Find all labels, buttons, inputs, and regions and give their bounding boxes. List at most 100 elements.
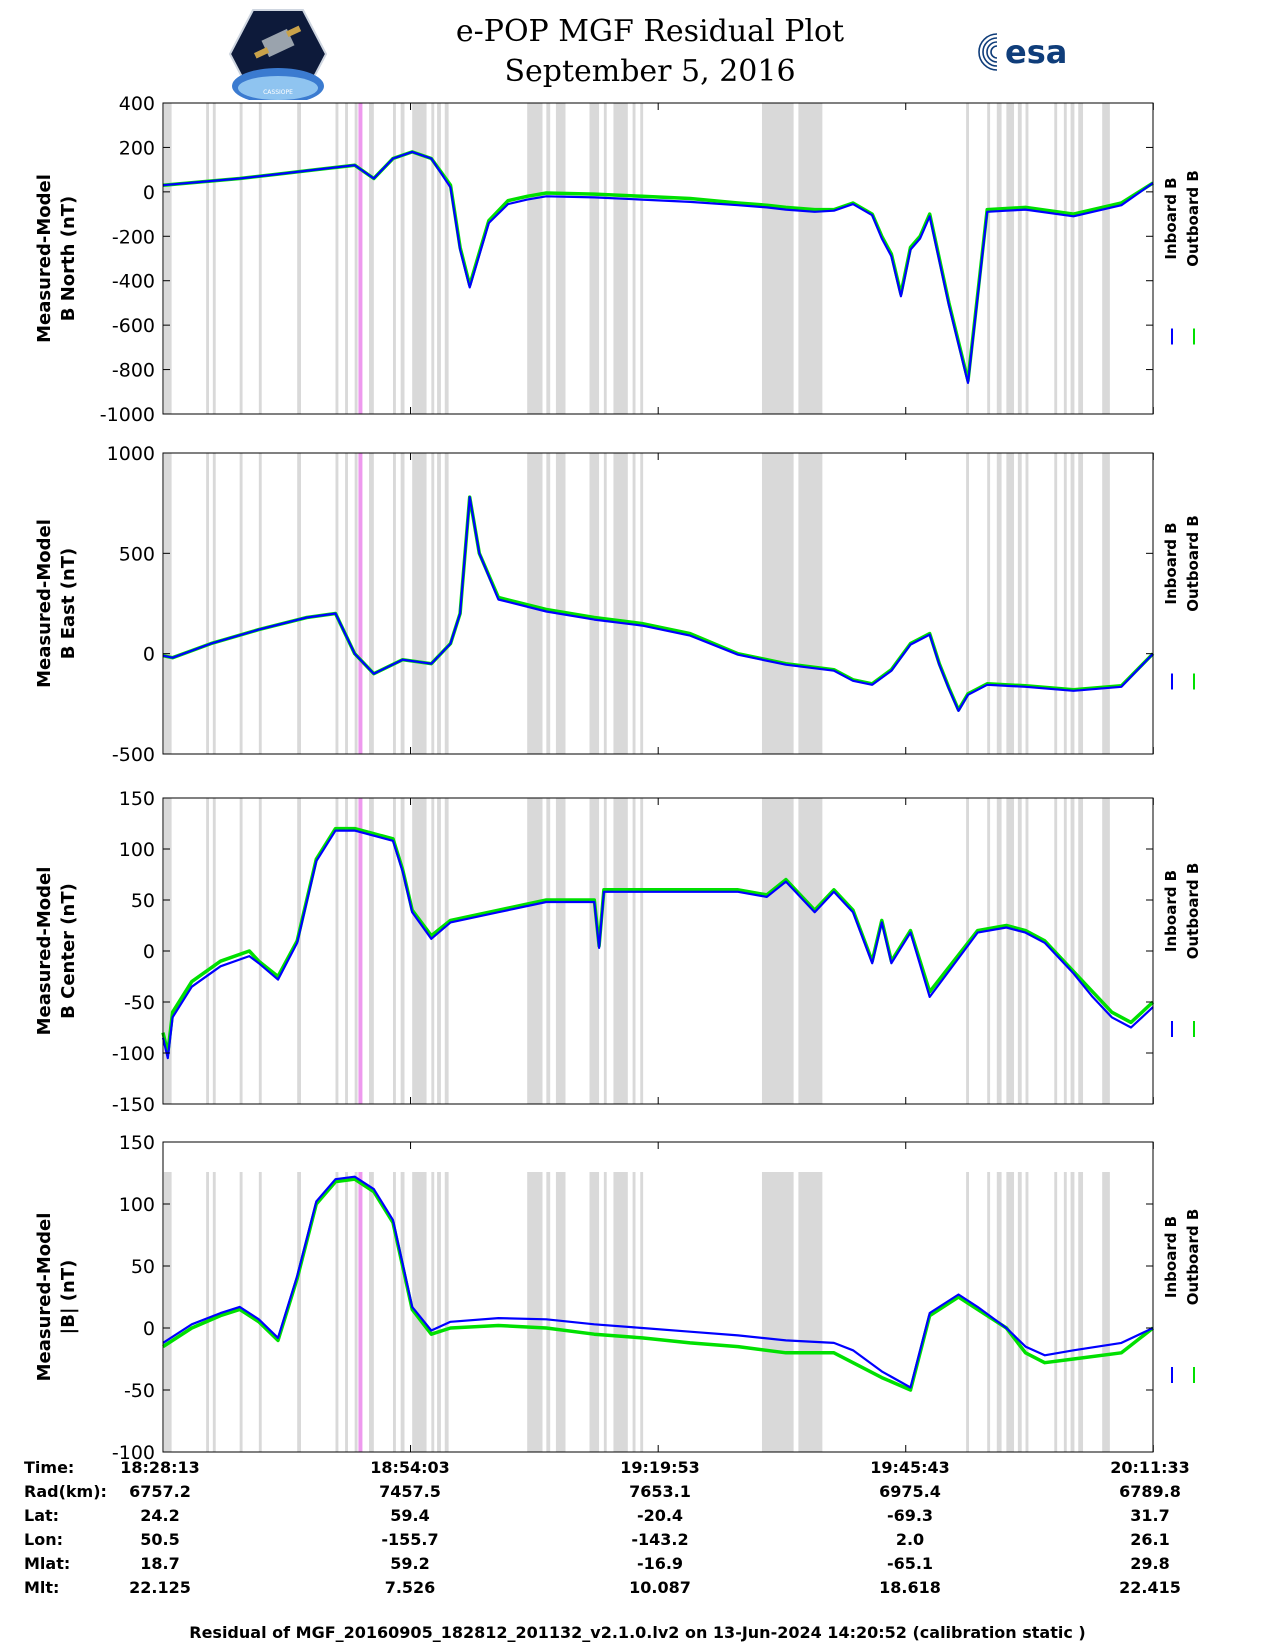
info-cell: 7653.1	[629, 1482, 691, 1501]
plot-axes-frame	[162, 452, 1154, 755]
info-row: Time: 18:28:13 18:54:03 19:19:53 19:45:43 20:…	[20, 1458, 1190, 1482]
data-gap-band	[1025, 453, 1029, 754]
y-tick-label: -1000	[100, 404, 155, 426]
footer-caption: Residual of MGF_20160905_182812_201132_v…	[189, 1623, 1086, 1642]
y-axis-label: B Center (nT)	[58, 883, 79, 1019]
info-row: Lon: 50.5 -155.7 -143.2 2.0 26.1	[20, 1530, 1180, 1554]
outboard-series-line	[162, 495, 1155, 712]
data-gap-band	[335, 103, 339, 414]
data-gap-band	[987, 103, 991, 414]
data-gap-band	[345, 798, 348, 1104]
data-gap-band	[1006, 103, 1015, 414]
data-gap-band	[437, 103, 441, 414]
y-tick-label: -150	[112, 1094, 155, 1116]
data-gap-band	[996, 453, 1002, 754]
data-gap-band	[369, 103, 374, 414]
data-gap-band	[798, 1172, 823, 1452]
data-gap-band	[258, 1172, 262, 1452]
page-title: e-POP MGF Residual Plot	[455, 14, 845, 49]
y-tick-label: -50	[124, 1380, 155, 1402]
legend-outboard-label: Outboard B	[1184, 170, 1202, 267]
y-tick-label: -100	[112, 1043, 155, 1065]
plot-axes-frame	[162, 797, 1154, 1105]
data-gap-band	[966, 103, 969, 414]
data-gap-band	[987, 453, 991, 754]
y-tick-label: 50	[131, 890, 155, 912]
data-gap-band	[527, 798, 543, 1104]
data-gap-band	[966, 798, 969, 1104]
data-gap-band	[354, 453, 358, 754]
info-cell: 18.618	[879, 1578, 941, 1597]
info-cell: -69.3	[886, 1506, 934, 1525]
data-gap-band	[239, 453, 243, 754]
data-gap-band	[431, 103, 435, 414]
data-gap-band	[640, 1172, 644, 1452]
data-gap-band	[444, 1172, 449, 1452]
data-gap-band	[1078, 798, 1084, 1104]
data-gap-band	[613, 103, 628, 414]
data-gap-band	[546, 103, 551, 414]
data-gap-band	[258, 103, 262, 414]
outboard-series-line	[162, 1177, 1155, 1392]
y-tick-label: 0	[143, 941, 155, 963]
data-gap-band	[1102, 798, 1110, 1104]
data-gap-band	[1063, 103, 1067, 414]
data-gap-band	[632, 453, 636, 754]
y-tick-label: 200	[119, 137, 155, 159]
outboard-series-line	[161, 826, 1155, 1055]
data-gap-band	[761, 103, 794, 414]
data-gap-band	[444, 798, 449, 1104]
data-gap-band	[632, 798, 636, 1104]
info-cell: 19:19:53	[620, 1458, 700, 1477]
info-cell: -16.9	[636, 1554, 684, 1573]
data-gap-band	[444, 103, 449, 414]
info-row-label: Mlt:	[24, 1578, 60, 1597]
highlight-marker	[358, 798, 363, 1104]
data-gap-band	[1078, 1172, 1084, 1452]
y-tick-label: 400	[119, 93, 155, 115]
data-gap-band	[1102, 453, 1110, 754]
y-tick-label: -100	[112, 1442, 155, 1464]
data-gap-band	[212, 103, 216, 414]
data-gap-band	[798, 798, 823, 1104]
data-gap-band	[966, 453, 969, 754]
data-gap-band	[1078, 453, 1084, 754]
info-cell: 6789.8	[1119, 1482, 1181, 1501]
info-row: Mlat: 18.7 59.2 -16.9 -65.1 29.8	[20, 1554, 1180, 1578]
data-gap-band	[613, 453, 628, 754]
data-gap-band	[297, 103, 302, 414]
info-cell: 29.8	[1130, 1554, 1170, 1573]
info-cell: -20.4	[636, 1506, 684, 1525]
info-cell: 18:54:03	[370, 1458, 450, 1477]
highlight-marker	[358, 1172, 363, 1452]
data-gap-band	[297, 453, 302, 754]
y-tick-label: -400	[112, 271, 155, 293]
y-axis-label: Measured-Model	[34, 174, 55, 343]
info-cell: 18.7	[140, 1554, 180, 1573]
y-tick-label: -50	[124, 992, 155, 1014]
outboard-series-line	[162, 150, 1154, 383]
data-gap-band	[527, 453, 543, 754]
data-gap-band	[603, 453, 607, 754]
info-cell: 22.415	[1119, 1578, 1181, 1597]
info-row-label: Time:	[24, 1458, 75, 1477]
data-gap-band	[987, 1172, 991, 1452]
data-gap-band	[369, 798, 374, 1104]
data-gap-band	[1054, 453, 1058, 754]
y-axis-label: B East (nT)	[58, 548, 79, 660]
data-gap-band	[212, 1172, 216, 1452]
data-gap-band	[632, 103, 636, 414]
data-gap-band	[393, 103, 396, 414]
data-gap-band	[527, 1172, 543, 1452]
data-gap-band	[1006, 798, 1015, 1104]
data-gap-band	[335, 798, 339, 1104]
data-gap-band	[1070, 1172, 1075, 1452]
esa-logo: esa	[975, 30, 1093, 74]
data-gap-band	[603, 1172, 607, 1452]
data-gap-band	[163, 1172, 172, 1452]
info-row: Lat: 24.2 59.4 -20.4 -69.3 31.7	[20, 1506, 1180, 1530]
data-gap-band	[163, 453, 172, 754]
panel-3: 150 100 50 0 -50 -100 -150 Measured-Model B Cent…	[34, 788, 1202, 1116]
data-gap-band	[206, 453, 210, 754]
legend-inboard-label: Inboard B	[1162, 522, 1180, 604]
